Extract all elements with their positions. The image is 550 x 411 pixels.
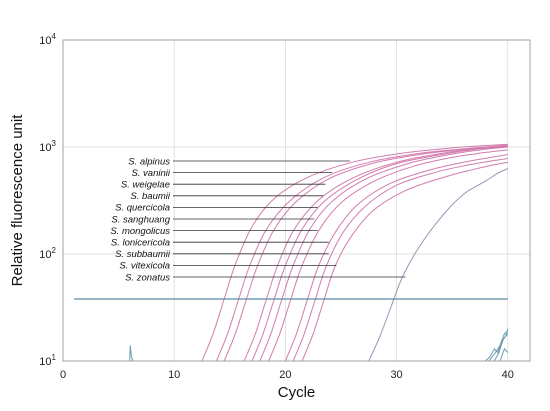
- y-tick-label: 103: [39, 139, 56, 154]
- amplification-curve: [268, 149, 508, 362]
- species-label: S. zonatus: [125, 272, 170, 283]
- y-tick-label: 102: [39, 246, 56, 261]
- species-label: S. mongolicus: [110, 226, 170, 237]
- species-label: S. baumii: [130, 191, 170, 202]
- species-label: S. sanghuang: [111, 214, 170, 225]
- x-axis-label: Cycle: [278, 384, 316, 401]
- x-tick-label: 0: [60, 369, 66, 381]
- noise-trace: [129, 345, 134, 362]
- amplification-curve: [368, 168, 509, 362]
- amplification-curve: [215, 144, 508, 362]
- x-tick-label: 10: [168, 369, 180, 381]
- y-tick-label: 101: [39, 353, 56, 368]
- species-label: S. subbaumii: [115, 249, 171, 260]
- species-label: S. vitexicola: [119, 261, 170, 272]
- species-label: S. quercicola: [115, 203, 170, 214]
- noise-trace: [499, 347, 509, 362]
- x-tick-labels: 0 10 20 30 40: [60, 369, 514, 381]
- y-tick-label: 104: [39, 32, 56, 47]
- species-label: S. vaninii: [131, 168, 170, 179]
- noise-trace: [488, 330, 509, 362]
- y-tick-labels: 101 102 103 104: [39, 32, 56, 368]
- noise-trace: [493, 333, 509, 362]
- species-label: S. weigelae: [121, 180, 170, 191]
- y-axis-label: Relative fluorescence unit: [9, 114, 26, 287]
- amplification-curve: [201, 143, 508, 362]
- curves: [129, 143, 509, 362]
- x-tick-label: 40: [502, 369, 514, 381]
- plot-frame: [62, 39, 531, 362]
- x-tick-label: 20: [279, 369, 291, 381]
- amplification-curve: [301, 161, 508, 362]
- amplification-curve: [292, 158, 508, 362]
- species-label: S. alpinus: [128, 156, 170, 167]
- x-tick-label: 30: [390, 369, 402, 381]
- amplification-curve: [251, 145, 508, 362]
- amplification-curve: [243, 144, 508, 362]
- amplification-curve: [284, 154, 508, 362]
- amplification-curve: [259, 146, 508, 362]
- amplification-curve: [223, 145, 508, 362]
- species-label: S. lonicericola: [111, 238, 170, 249]
